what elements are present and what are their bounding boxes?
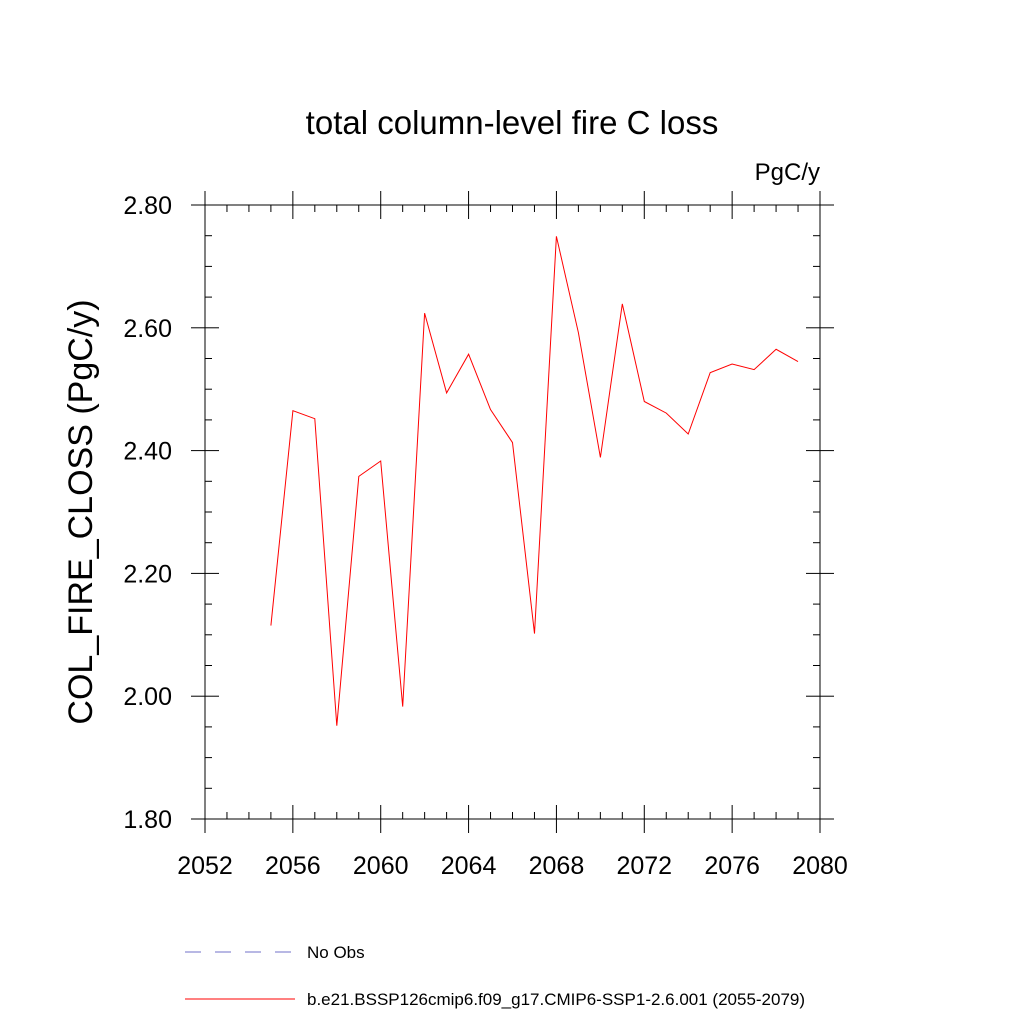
- y-tick-label: 2.00: [123, 683, 172, 711]
- y-tick-label: 1.80: [123, 806, 172, 834]
- x-tick-label: 2052: [177, 852, 233, 880]
- x-tick-label: 2068: [529, 852, 585, 880]
- chart-title: total column-level fire C loss: [306, 104, 719, 141]
- units-label: PgC/y: [755, 159, 820, 186]
- y-tick-label: 2.60: [123, 315, 172, 343]
- series-layer: [270, 236, 799, 726]
- series-line: [270, 236, 799, 726]
- legend-label: No Obs: [307, 943, 365, 962]
- y-tick-label: 2.80: [123, 192, 172, 220]
- x-tick-label: 2064: [441, 852, 497, 880]
- x-tick-label: 2080: [792, 852, 848, 880]
- plot-frame: [204, 204, 821, 820]
- x-tick-label: 2072: [616, 852, 672, 880]
- x-tick-label: 2076: [704, 852, 760, 880]
- y-axis-label: COL_FIRE_CLOSS (PgC/y): [62, 299, 100, 724]
- y-tick-label: 2.40: [123, 438, 172, 466]
- legend: No Obs b.e21.BSSP126cmip6.f09_g17.CMIP6-S…: [185, 943, 805, 1009]
- x-tick-label: 2060: [353, 852, 409, 880]
- ticks-layer: 2052 2056 2060 2064 2068 2072 2076 2080 1.80 2.00…: [123, 191, 848, 880]
- y-tick-label: 2.20: [123, 560, 172, 588]
- x-tick-label: 2056: [265, 852, 321, 880]
- legend-label: b.e21.BSSP126cmip6.f09_g17.CMIP6-SSP1-2.…: [307, 990, 805, 1009]
